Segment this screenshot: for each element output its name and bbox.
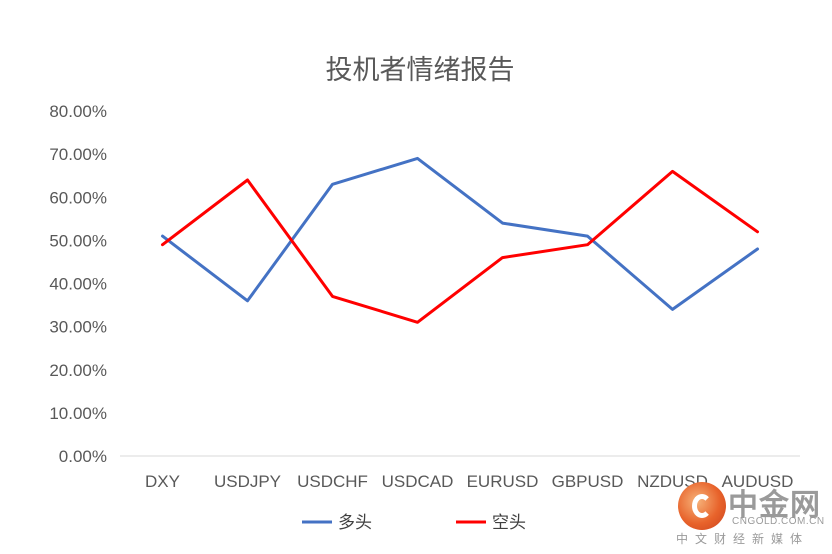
legend-label-0: 多头: [338, 513, 372, 532]
x-tick-label: USDJPY: [214, 472, 281, 491]
x-tick-label: AUDUSD: [722, 472, 794, 491]
watermark-domain: CNGOLD.COM.CN: [732, 516, 825, 527]
y-tick-label: 60.00%: [49, 188, 107, 207]
x-tick-label: EURUSD: [467, 472, 539, 491]
y-tick-label: 70.00%: [49, 145, 107, 164]
cngold-logo-icon: [678, 482, 726, 530]
cngold-watermark: 中金网 CNGOLD.COM.CN 中文财经新媒体: [672, 480, 828, 548]
y-tick-label: 50.00%: [49, 231, 107, 250]
y-tick-label: 20.00%: [49, 361, 107, 380]
series-line-0: [161, 156, 759, 311]
x-tick-label: USDCHF: [297, 472, 368, 491]
watermark-tagline: 中文财经新媒体: [676, 532, 810, 546]
legend-label-1: 空头: [492, 513, 526, 532]
x-tick-label: USDCAD: [382, 472, 454, 491]
legend: 多头 空头: [302, 513, 526, 532]
y-tick-label: 0.00%: [59, 447, 107, 466]
series-layer: [161, 156, 759, 324]
watermark-name: 中金网: [728, 488, 821, 523]
series-line-1: [161, 169, 759, 324]
x-tick-label: GBPUSD: [552, 472, 624, 491]
y-tick-label: 80.00%: [49, 102, 107, 121]
x-tick-label: DXY: [145, 472, 180, 491]
y-tick-label: 30.00%: [49, 318, 107, 337]
y-tick-label: 10.00%: [49, 404, 107, 423]
y-axis: 0.00% 10.00% 20.00% 30.00% 40.00% 50.00% 60.00…: [49, 102, 107, 466]
y-tick-label: 40.00%: [49, 275, 107, 294]
chart-title: 投机者情绪报告: [326, 55, 515, 85]
